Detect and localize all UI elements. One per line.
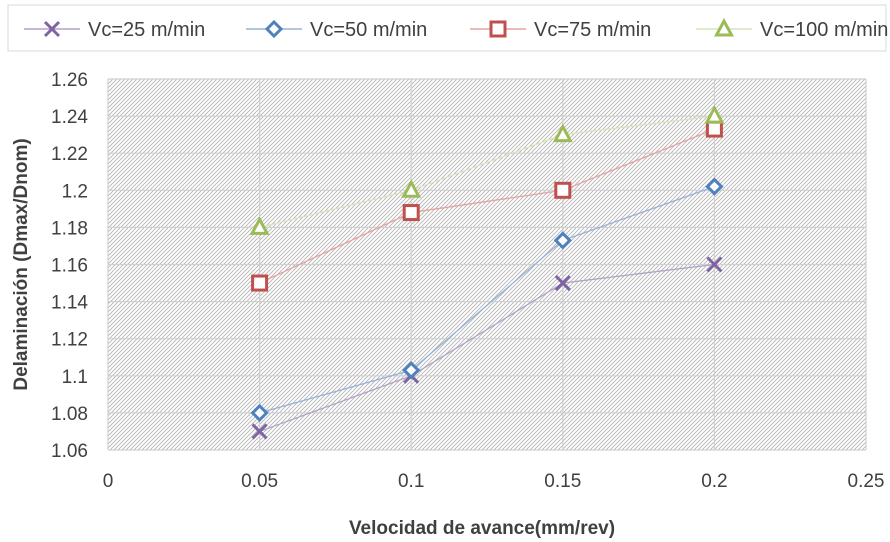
data-point (401, 179, 422, 198)
y-tick-label: 1.12 (51, 330, 88, 351)
data-point (402, 204, 420, 222)
series-line (259, 185, 715, 414)
data-point (705, 120, 723, 138)
legend-label: Vc=25 m/min (88, 19, 205, 41)
gridlines (107, 78, 867, 451)
y-tick-label: 1.18 (51, 218, 88, 239)
y-tick-label: 1.08 (51, 404, 88, 425)
y-tick-label: 1.14 (51, 293, 88, 314)
y-axis-title: Delaminación (Dmax/Dnom) (11, 138, 32, 390)
y-tick-label: 1.06 (51, 441, 88, 462)
legend-item: Vc=100 m/min (696, 17, 888, 41)
legend-marker-stroke (43, 20, 61, 38)
legend: Vc=25 m/min Vc=50 m/min Vc=75 m/min Vc=100 … (7, 4, 888, 52)
x-tick-label: 0.1 (398, 471, 424, 492)
legend-label: Vc=50 m/min (310, 19, 427, 41)
series-line (259, 128, 715, 284)
legend-item: Vc=25 m/min (24, 19, 205, 41)
y-tick-label: 1.2 (62, 181, 88, 202)
x-tick-label: 0.25 (848, 471, 885, 492)
legend-marker (713, 17, 735, 37)
data-point (554, 274, 571, 292)
data-point (251, 274, 269, 292)
data-point-stroke (251, 423, 268, 440)
legend-label: Vc=75 m/min (534, 19, 651, 41)
data-point (552, 123, 573, 143)
x-tick-label: 0 (103, 471, 114, 492)
data-point (704, 104, 725, 124)
x-axis: 0 0.05 0.1 0.15 0.2 0.25 (103, 471, 885, 492)
legend-marker (489, 20, 507, 38)
y-axis: 1.06 1.08 1.1 1.12 1.14 1.16 1.18 1.2 1.22 1.24 1.… (51, 70, 88, 462)
series-line (259, 115, 715, 229)
y-tick-label: 1.1 (62, 367, 88, 388)
legend-item: Vc=75 m/min (470, 19, 651, 41)
legend-box (7, 4, 887, 52)
x-tick-label: 0.05 (241, 471, 278, 492)
data-point-stroke (706, 256, 723, 273)
data-point-stroke (554, 274, 571, 292)
data-point (705, 177, 724, 196)
x-tick-label: 0.2 (701, 471, 727, 492)
data-point (553, 231, 572, 250)
data-point (402, 361, 421, 380)
legend-marker (264, 19, 284, 39)
data-point (251, 423, 268, 440)
data-point (554, 181, 572, 199)
series-3 (251, 120, 723, 292)
data-point (250, 403, 269, 423)
series-line (259, 263, 715, 433)
series-2 (250, 177, 724, 423)
data-point (249, 216, 270, 235)
y-tick-label: 1.24 (51, 107, 88, 128)
x-tick-label: 0.15 (544, 471, 581, 492)
y-tick-label: 1.22 (51, 144, 88, 165)
y-tick-label: 1.16 (51, 256, 88, 277)
legend-label: Vc=100 m/min (760, 19, 888, 41)
legend-marker (43, 20, 61, 38)
legend-item: Vc=50 m/min (246, 19, 427, 41)
data-point (706, 256, 723, 273)
y-tick-label: 1.26 (51, 70, 88, 91)
series-4 (249, 104, 725, 235)
x-axis-title: Velocidad de avance(mm/rev) (349, 518, 615, 539)
